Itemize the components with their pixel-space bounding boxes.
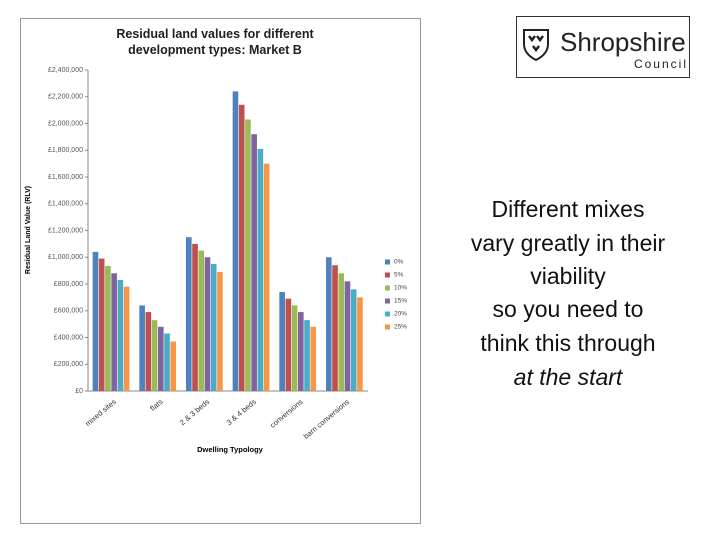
bar (263, 163, 270, 391)
bar (145, 312, 152, 391)
legend-swatch (385, 259, 390, 265)
legend-swatch (385, 272, 390, 278)
legend-swatch (385, 298, 390, 304)
chart-frame (20, 18, 421, 524)
bar (304, 320, 310, 391)
bar (310, 326, 317, 391)
bar (170, 341, 177, 391)
bar (344, 281, 351, 391)
slide-text: at the start (513, 364, 623, 390)
y-tick-label: £1,400,000 (48, 201, 83, 208)
y-tick-label: £400,000 (54, 334, 83, 341)
bar (350, 289, 357, 391)
slide-text: Different mixes (491, 196, 645, 222)
slide-text: viability (530, 263, 606, 289)
bar (139, 305, 145, 391)
y-tick-label: £200,000 (54, 361, 83, 368)
bar (332, 265, 338, 391)
chart-title: Residual land values for different devel… (116, 27, 314, 57)
slide-text: think this through (480, 330, 656, 356)
y-tick-label: £1,200,000 (48, 227, 83, 234)
bar (198, 250, 205, 391)
y-tick-label: £2,200,000 (48, 94, 83, 101)
slide-text: so you need to (492, 296, 644, 322)
y-tick-label: £2,400,000 (48, 67, 83, 74)
logo-name: Shropshire (560, 27, 686, 57)
bar (98, 258, 105, 391)
bar (210, 263, 217, 391)
y-tick-label: £600,000 (54, 308, 83, 315)
bar (164, 333, 170, 391)
y-tick-label: £1,800,000 (48, 147, 83, 154)
bar (192, 243, 198, 391)
legend-label: 20% (394, 311, 407, 318)
logo-sub: Council (634, 57, 688, 71)
y-tick-label: £0 (75, 388, 83, 395)
bar (326, 257, 332, 391)
bar (251, 134, 257, 391)
y-axis-title: Residual Land Value (RLV) (25, 186, 32, 274)
bar (204, 257, 211, 391)
legend-swatch (385, 311, 390, 317)
bar (238, 104, 245, 392)
x-axis-title: Dwelling Typology (197, 445, 264, 454)
legend-label: 10% (394, 285, 407, 292)
y-tick-label: £1,600,000 (48, 174, 83, 181)
y-tick-label: £2,000,000 (48, 120, 83, 127)
bar (279, 292, 285, 391)
logo-shield-marks (528, 35, 544, 53)
bar (357, 297, 363, 391)
bar (257, 148, 264, 391)
legend-label: 25% (394, 324, 407, 331)
bar (186, 237, 192, 391)
slide-text: vary greatly in their (470, 230, 666, 256)
legend-swatch (385, 285, 390, 291)
legend-label: 5% (394, 272, 404, 279)
logo-box (516, 16, 690, 78)
bar (105, 265, 111, 391)
bar (158, 326, 164, 391)
y-tick-label: £800,000 (54, 281, 83, 288)
legend-label: 0% (394, 259, 404, 266)
bar (117, 279, 124, 391)
legend-swatch (385, 324, 390, 330)
bar (151, 320, 158, 391)
y-tick-label: £1,000,000 (48, 254, 83, 261)
bar (123, 286, 130, 391)
bar (245, 119, 251, 392)
bar (285, 298, 292, 391)
bar (111, 273, 117, 391)
bar (232, 91, 239, 392)
bar (298, 312, 304, 391)
bar (92, 251, 99, 391)
legend-label: 15% (394, 298, 407, 305)
bar (338, 273, 345, 391)
bar (217, 271, 223, 391)
bar (291, 305, 298, 391)
